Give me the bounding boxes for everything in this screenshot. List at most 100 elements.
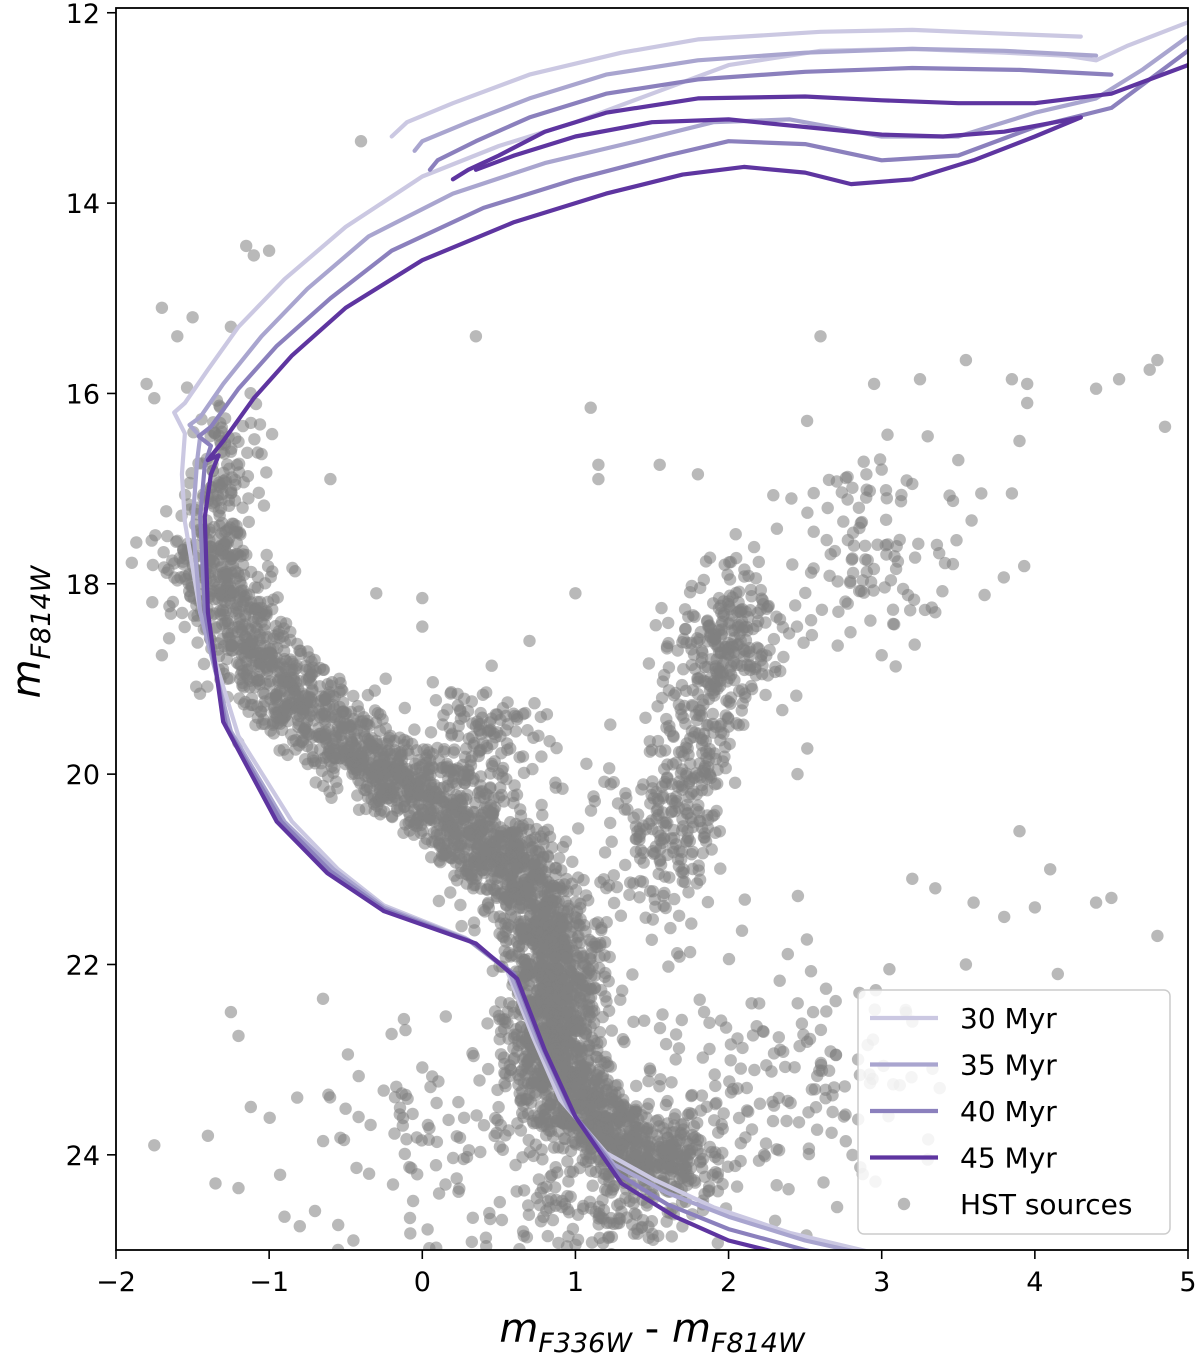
hst-source-point xyxy=(556,840,570,854)
hst-source-point xyxy=(558,1069,571,1082)
hst-source-point xyxy=(423,1122,436,1135)
hst-source-point xyxy=(528,697,541,710)
hst-source-point xyxy=(162,632,176,645)
hst-source-point xyxy=(655,601,668,615)
hst-source-point xyxy=(726,624,739,637)
hst-source-point xyxy=(465,695,478,708)
hst-source-point xyxy=(1005,487,1019,500)
x-axis-title-sub1: F336W xyxy=(538,1328,633,1359)
hst-source-point xyxy=(149,529,162,542)
hst-source-point xyxy=(699,759,712,773)
hst-source-point xyxy=(592,1218,605,1231)
hst-source-point xyxy=(810,1123,824,1136)
hst-source-point xyxy=(723,573,737,586)
hst-source-point xyxy=(719,761,732,775)
hst-source-point xyxy=(626,968,639,981)
hst-source-point xyxy=(223,672,236,685)
hst-source-point xyxy=(222,499,236,512)
hst-source-point xyxy=(494,1048,508,1061)
hst-source-point xyxy=(667,845,680,859)
hst-source-point xyxy=(729,528,742,541)
hst-source-point xyxy=(664,921,677,935)
hst-source-point xyxy=(413,761,426,774)
hst-source-point xyxy=(449,856,462,869)
hst-source-point xyxy=(686,700,699,713)
hst-source-point xyxy=(584,401,597,414)
hst-source-point xyxy=(571,1233,585,1247)
hst-source-point xyxy=(437,709,450,722)
hst-source-point xyxy=(967,896,980,909)
hst-source-point xyxy=(837,515,850,528)
hst-source-point xyxy=(867,377,881,391)
hst-source-point xyxy=(464,869,478,883)
hst-source-point xyxy=(264,653,277,667)
hst-source-point xyxy=(430,1096,443,1110)
hst-source-point xyxy=(521,957,534,970)
hst-source-point xyxy=(708,1068,721,1081)
hst-source-point xyxy=(501,718,514,731)
hst-source-point xyxy=(492,791,506,804)
hst-source-point xyxy=(516,1151,529,1164)
hst-source-point xyxy=(561,1155,574,1168)
hst-source-point xyxy=(853,584,866,598)
hst-source-point xyxy=(457,1111,471,1125)
hst-source-point xyxy=(604,1211,618,1225)
hst-source-point xyxy=(316,992,330,1005)
hst-source-point xyxy=(668,805,682,818)
hst-source-point xyxy=(740,1104,754,1117)
hst-source-point xyxy=(737,718,750,731)
hst-source-point xyxy=(538,909,551,922)
hst-source-point xyxy=(286,561,299,575)
hst-source-point xyxy=(781,947,794,961)
hst-source-point xyxy=(856,574,870,587)
hst-source-point xyxy=(521,817,535,831)
legend-label: 45 Myr xyxy=(960,1142,1057,1175)
hst-source-point xyxy=(454,898,467,912)
hst-source-point xyxy=(861,554,874,567)
hst-source-point xyxy=(252,486,265,499)
hst-source-point xyxy=(354,135,368,148)
hst-source-point xyxy=(716,666,729,679)
hst-source-point xyxy=(305,684,319,698)
hst-source-point xyxy=(662,960,675,973)
hst-source-point xyxy=(280,676,294,689)
isochrone-lines xyxy=(172,20,1188,1250)
hst-source-point xyxy=(642,1074,655,1088)
hst-source-point xyxy=(176,606,189,620)
hst-source-point xyxy=(883,963,896,976)
hst-source-point xyxy=(339,757,352,771)
hst-source-point xyxy=(278,1210,291,1223)
hst-source-point xyxy=(619,858,632,872)
hst-source-point xyxy=(706,707,719,721)
hst-source-point xyxy=(946,494,960,508)
hst-source-point xyxy=(738,893,751,906)
hst-source-point xyxy=(321,770,335,783)
hst-source-point xyxy=(308,1204,322,1218)
hst-source-point xyxy=(442,1113,455,1127)
hst-source-point xyxy=(732,1111,746,1125)
hst-source-point xyxy=(492,1100,505,1114)
hst-source-point xyxy=(224,596,237,610)
hst-source-point xyxy=(731,1032,744,1045)
hst-source-point xyxy=(450,1172,463,1185)
hst-source-point xyxy=(804,965,818,978)
hst-source-point xyxy=(350,1161,363,1175)
hst-source-point xyxy=(739,633,753,647)
hst-source-point xyxy=(506,880,520,893)
hst-source-point xyxy=(441,1254,453,1266)
hst-source-point xyxy=(255,447,268,461)
hst-source-point xyxy=(383,734,396,747)
hst-source-point xyxy=(946,557,960,571)
hst-source-point xyxy=(695,784,709,797)
hst-source-point xyxy=(649,619,662,632)
hst-source-point xyxy=(714,1014,728,1027)
hst-source-point xyxy=(824,548,837,561)
hst-source-point xyxy=(212,570,226,584)
hst-source-point xyxy=(633,891,646,904)
hst-source-point xyxy=(805,628,819,642)
hst-source-point xyxy=(792,1116,806,1129)
hst-source-point xyxy=(381,1269,393,1281)
hst-source-point xyxy=(639,711,652,724)
hst-source-point xyxy=(242,492,255,505)
hst-source-point xyxy=(1013,825,1026,838)
